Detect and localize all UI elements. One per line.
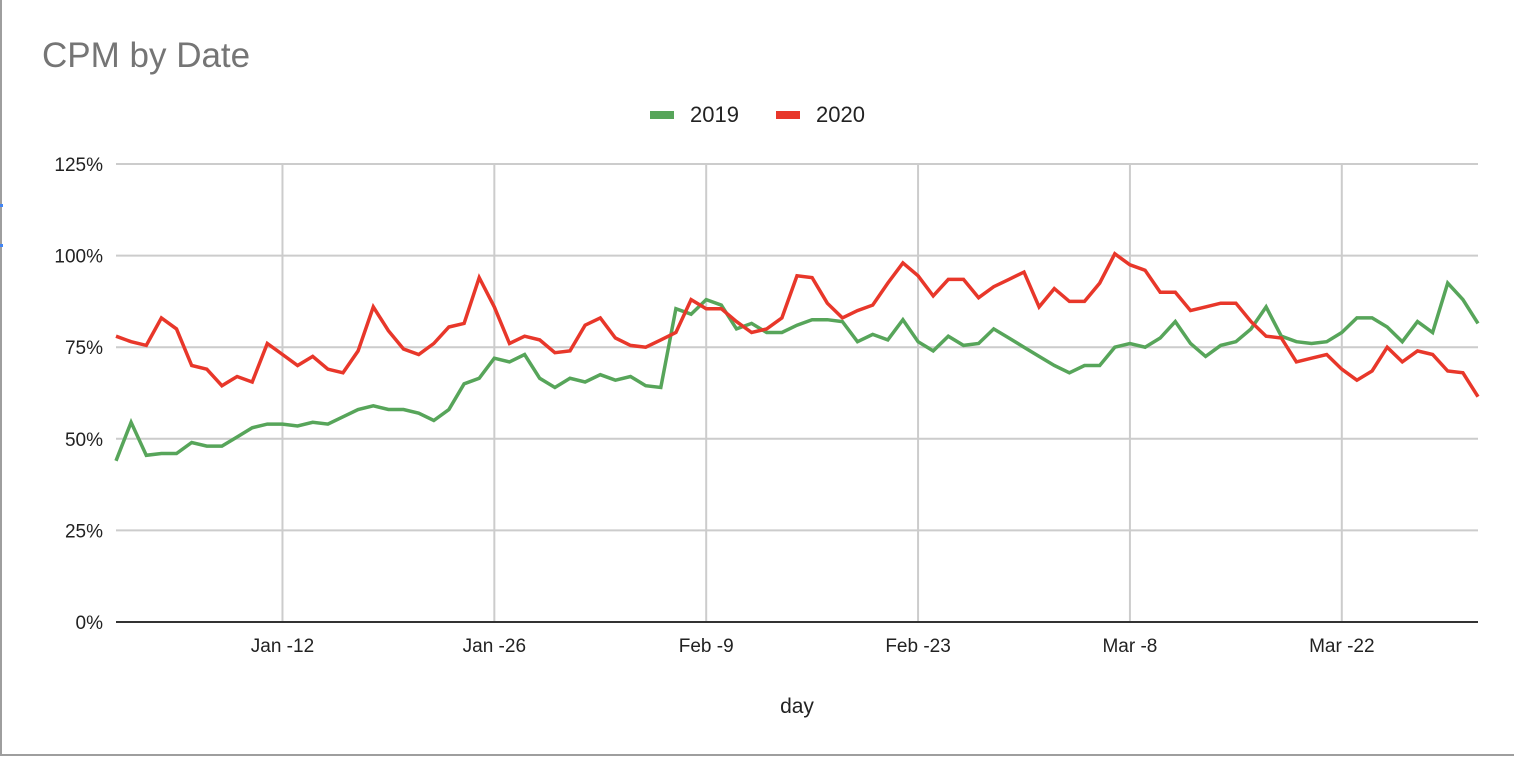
- x-axis-label: day: [780, 695, 814, 718]
- x-tick-label: Jan -12: [251, 636, 314, 657]
- selection-handle-mark: [0, 244, 3, 247]
- series-line-2020: [115, 251, 1480, 398]
- legend-label: 2020: [816, 102, 865, 127]
- y-tick-label: 0%: [76, 613, 104, 634]
- y-tick-label: 50%: [65, 430, 103, 451]
- legend-label: 2019: [690, 102, 739, 127]
- legend-item-2020[interactable]: 2020: [776, 100, 865, 130]
- x-tick-label: Feb -9: [679, 636, 734, 657]
- y-tick-label: 75%: [65, 338, 103, 359]
- legend-item-2019[interactable]: 2019: [650, 100, 739, 130]
- selection-handle-mark: [0, 204, 3, 207]
- y-tick-label: 25%: [65, 521, 103, 542]
- x-tick-label: Jan -26: [463, 636, 526, 657]
- series-lines: [114, 251, 1480, 462]
- x-axis: Jan -12 Jan -26 Feb -9 Feb -23 Mar -8 Mar -22: [116, 621, 1478, 657]
- legend-swatch-2020: [776, 111, 800, 119]
- series-line-2019: [114, 279, 1480, 462]
- legend-swatch-2019: [650, 111, 674, 119]
- y-tick-label: 100%: [54, 247, 103, 268]
- y-tick-label: 125%: [54, 155, 103, 176]
- legend: 2019 2020: [0, 100, 1516, 130]
- chart-title: CPM by Date: [42, 36, 251, 75]
- x-tick-label: Mar -8: [1102, 636, 1157, 657]
- x-tick-label: Feb -23: [885, 636, 950, 657]
- y-axis: 0% 25% 50% 75% 100% 125%: [54, 155, 103, 634]
- gridlines: [116, 163, 1478, 622]
- x-tick-label: Mar -22: [1309, 636, 1374, 657]
